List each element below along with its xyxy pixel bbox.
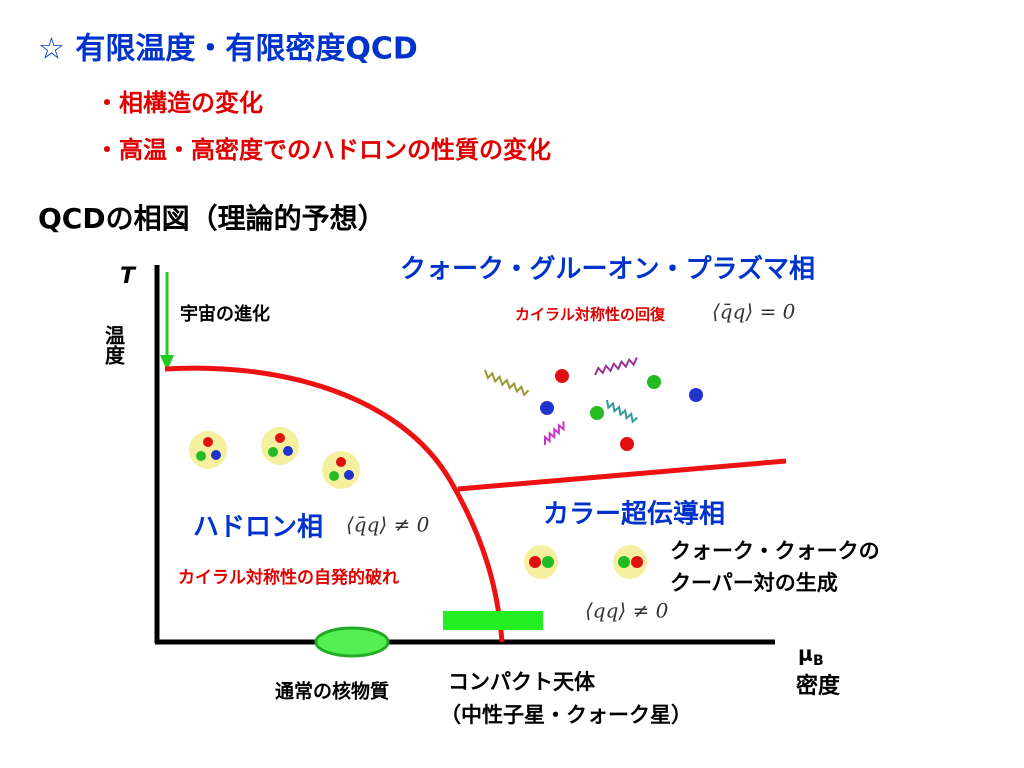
nuclear-matter-label: 通常の核物質 — [275, 680, 389, 703]
quark — [196, 451, 206, 461]
phase-boundary — [164, 365, 505, 643]
bullet: ・相構造の変化 — [95, 89, 263, 117]
compact-star-region — [443, 611, 543, 630]
y-axis-symbol: T — [120, 264, 137, 289]
quark — [620, 437, 634, 451]
quark — [329, 471, 339, 481]
gluon — [594, 357, 638, 376]
arrowhead — [160, 355, 174, 371]
diquarks — [524, 545, 647, 579]
quark — [275, 433, 285, 443]
quark — [336, 457, 346, 467]
quark — [344, 470, 354, 480]
quark — [590, 406, 604, 420]
hadron-label: ハドロン相 — [193, 513, 323, 543]
heading: QCDの相図（理論的予想） — [38, 202, 386, 235]
quark — [689, 388, 703, 402]
quark — [283, 446, 293, 456]
hadron-note: カイラル対称性の自発的破れ — [178, 567, 399, 588]
compact-star-label: （中性子星・クォーク星） — [440, 703, 692, 727]
hadron — [261, 427, 299, 465]
quark — [540, 401, 554, 415]
y-axis-name: 温度 — [102, 324, 126, 366]
formula: ⟨qq⟩ ≠ 0 — [585, 599, 669, 623]
gluon — [484, 369, 530, 397]
csc-note: クーパー対の生成 — [670, 571, 838, 595]
compact-star-label: コンパクト天体 — [448, 670, 596, 694]
hadron — [322, 451, 360, 489]
quark — [211, 450, 221, 460]
x-axis-subscript: B — [813, 653, 824, 669]
gluons — [484, 357, 638, 446]
quark — [555, 369, 569, 383]
quark — [647, 375, 661, 389]
bullet: ・高温・高密度でのハドロンの性質の変化 — [95, 136, 551, 164]
title: ☆ 有限温度・有限密度QCD — [38, 32, 418, 67]
quarks — [540, 369, 703, 451]
gluon — [544, 421, 565, 446]
universe-label: 宇宙の進化 — [180, 303, 270, 325]
quark — [203, 437, 213, 447]
hadron — [189, 431, 227, 469]
nuclear-matter-marker — [314, 626, 390, 658]
formula: ⟨q̄q⟩ = 0 — [712, 300, 796, 324]
quark — [631, 556, 643, 568]
quark — [618, 556, 630, 568]
phase-boundary — [457, 458, 787, 492]
csc-note: クォーク・クォークの — [670, 539, 880, 563]
quark — [268, 447, 278, 457]
quark — [542, 556, 554, 568]
quark — [529, 556, 541, 568]
qgp-note: カイラル対称性の回復 — [515, 306, 666, 324]
csc-label: カラー超伝導相 — [543, 499, 725, 530]
gluon — [606, 399, 638, 424]
x-axis-name: 密度 — [796, 673, 841, 699]
hadrons — [189, 427, 360, 489]
x-axis-symbol: μ — [798, 642, 813, 666]
qgp-label: クォーク・グルーオン・プラズマ相 — [400, 254, 815, 285]
formula: ⟨q̄q⟩ ≠ 0 — [346, 513, 430, 537]
